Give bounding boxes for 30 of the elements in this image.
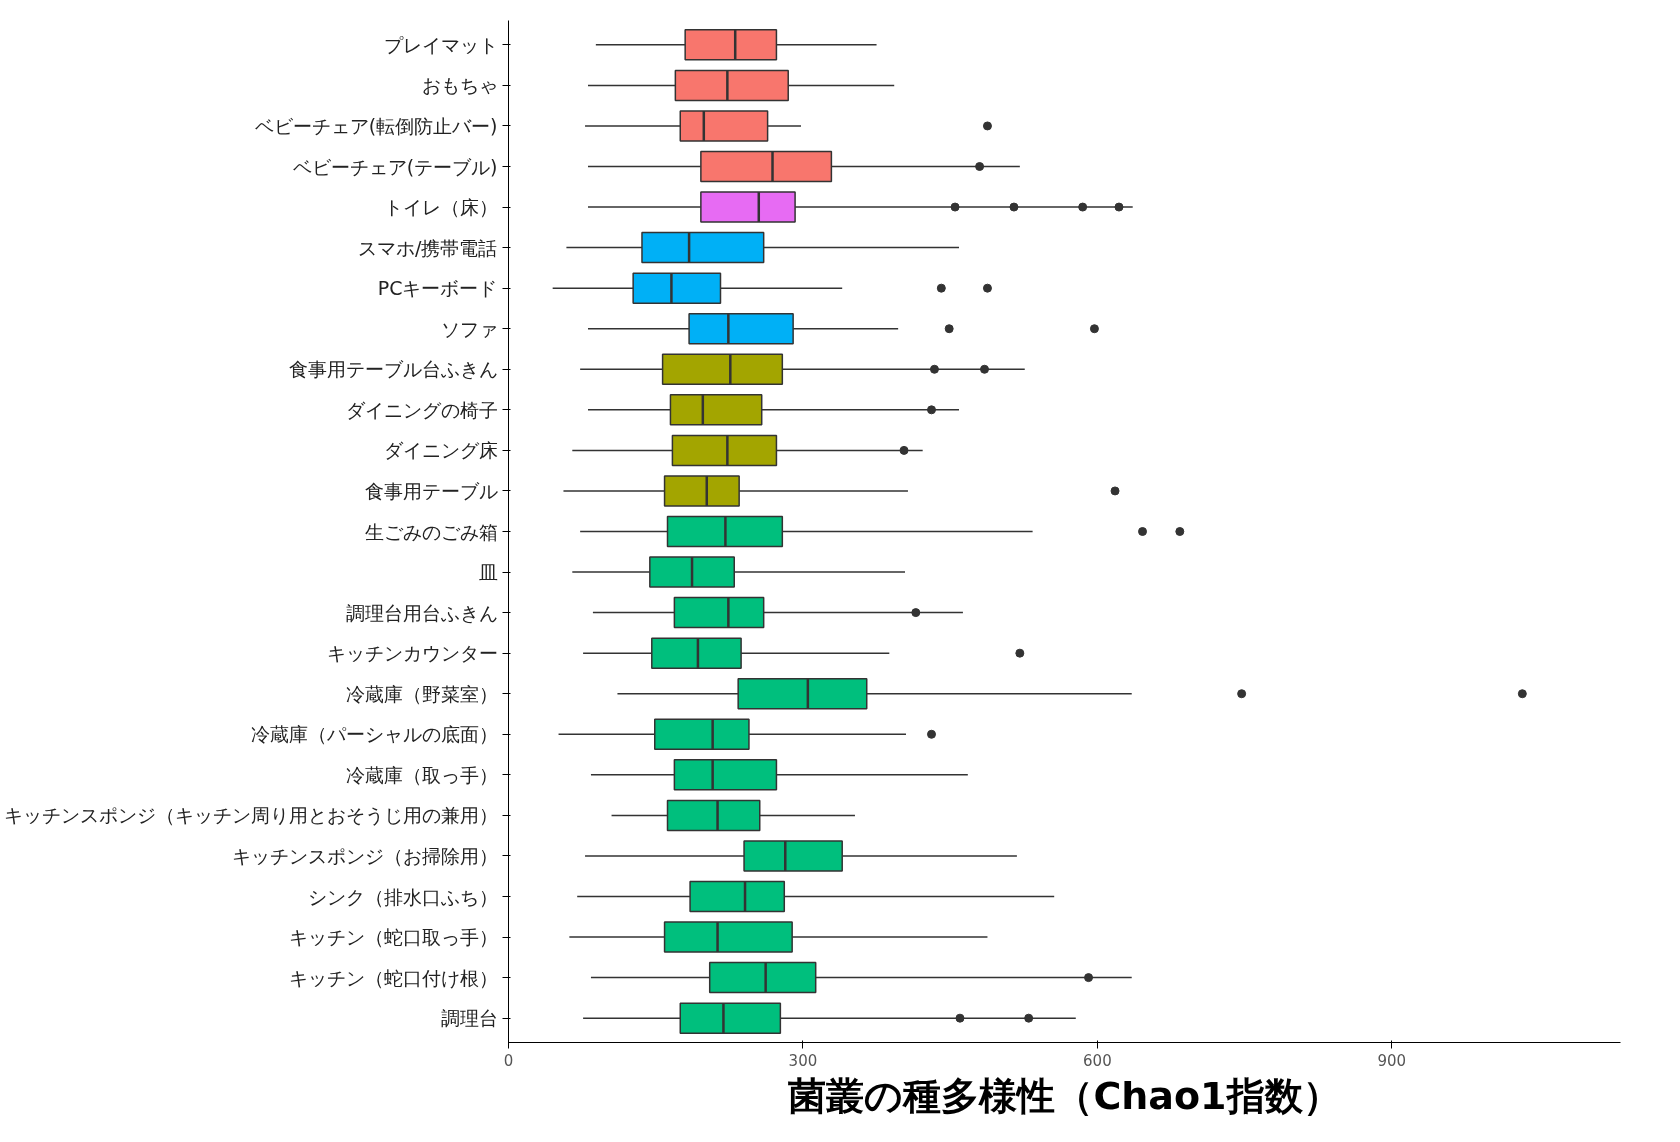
x-tick-label: 900 (1377, 1051, 1407, 1070)
y-tick-label: キッチンカウンター (326, 642, 498, 665)
x-axis-title: 菌叢の種多様性（Chao1指数） (788, 1073, 1341, 1118)
y-tick-label: 調理台用台ふきん (345, 601, 498, 624)
x-tick-label: 0 (503, 1051, 514, 1070)
x-tick-label: 600 (1083, 1051, 1112, 1070)
y-tick-label: トイレ（床） (383, 196, 498, 219)
y-tick-label: スマホ/携帯電話 (358, 236, 498, 259)
y-tick-label: ソファ (440, 317, 498, 340)
y-tick-label: 食事用テーブル台ふきん (288, 358, 498, 381)
y-tick-label: プレイマット (383, 33, 498, 56)
y-tick-label: ベビーチェア(転倒防止バー) (254, 114, 498, 137)
y-tick-label: 冷蔵庫（野菜室） (345, 682, 498, 705)
y-tick-label: 調理台 (440, 1007, 498, 1030)
y-tick-label: おもちゃ (421, 74, 498, 97)
y-tick-label: ベビーチェア(テーブル) (292, 155, 498, 178)
y-tick-label: 冷蔵庫（パーシャルの底面） (250, 723, 498, 746)
y-tick-label: キッチンスポンジ（お掃除用） (231, 844, 498, 867)
y-tick-label: 生ごみのごみ箱 (364, 520, 498, 543)
y-tick-label: ダイニングの椅子 (345, 398, 498, 421)
y-tick-label: PCキーボード (377, 277, 498, 300)
y-tick-label: 皿 (478, 561, 498, 584)
y-tick-label: キッチン（蛇口付け根） (288, 966, 498, 989)
y-tick-label: 食事用テーブル (364, 479, 498, 502)
y-tick-label: キッチンスポンジ（キッチン周り用とおそうじ用の兼用） (3, 804, 498, 827)
y-tick-label: 冷蔵庫（取っ手） (345, 763, 498, 786)
y-tick-label: シンク（排水口ふち） (307, 885, 498, 908)
x-tick-label: 300 (788, 1051, 818, 1070)
y-tick-label: キッチン（蛇口取っ手） (288, 926, 498, 949)
y-tick-label: ダイニング床 (383, 439, 498, 462)
